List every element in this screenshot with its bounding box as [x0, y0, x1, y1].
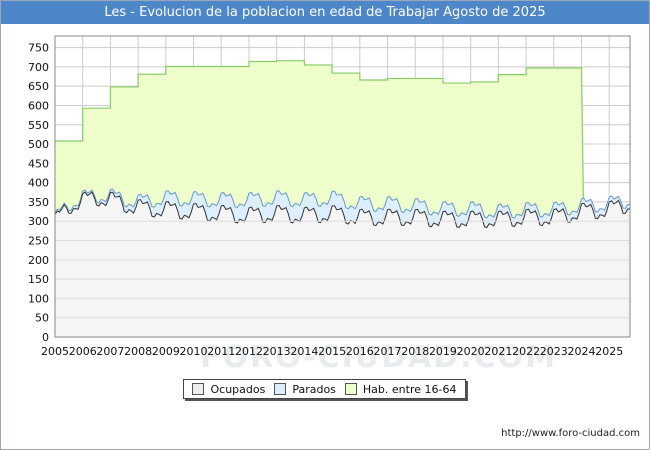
x-tick-label: 2011 — [207, 345, 235, 358]
x-tick-label: 2019 — [429, 345, 457, 358]
x-tick-label: 2005 — [41, 345, 69, 358]
x-tick-label: 2012 — [235, 345, 263, 358]
legend-swatch-hab — [344, 383, 357, 395]
legend-swatch-parados — [274, 383, 287, 395]
y-tick-label: 0 — [42, 331, 49, 344]
chart-legend: Ocupados Parados Hab. entre 16-64 — [183, 379, 466, 399]
y-tick-label: 600 — [28, 99, 49, 112]
legend-label-ocupados: Ocupados — [210, 382, 266, 396]
watermark: FORO-CIUDAD.COM — [200, 340, 557, 375]
x-tick-label: 2009 — [152, 345, 180, 358]
y-tick-label: 200 — [28, 254, 49, 267]
legend-item-hab: Hab. entre 16-64 — [344, 382, 457, 396]
x-tick-label: 2010 — [180, 345, 208, 358]
legend-label-hab: Hab. entre 16-64 — [362, 382, 457, 396]
y-tick-label: 650 — [28, 80, 49, 93]
x-tick-label: 2016 — [346, 345, 374, 358]
y-tick-label: 350 — [28, 196, 49, 209]
y-tick-label: 50 — [35, 312, 49, 325]
legend-swatch-ocupados — [192, 383, 205, 395]
x-tick-label: 2006 — [69, 345, 97, 358]
x-tick-label: 2020 — [457, 345, 485, 358]
footer-url[interactable]: http://www.foro-ciudad.com — [501, 428, 640, 439]
x-tick-label: 2007 — [96, 345, 124, 358]
plot-border — [54, 35, 631, 338]
x-tick-label: 2014 — [290, 345, 318, 358]
x-tick-label: 2024 — [568, 345, 596, 358]
x-tick-label: 2015 — [318, 345, 346, 358]
x-tick-label: 2013 — [263, 345, 291, 358]
y-tick-label: 100 — [28, 292, 49, 305]
legend-label-parados: Parados — [292, 382, 336, 396]
x-tick-label: 2017 — [374, 345, 402, 358]
hab-line — [55, 60, 585, 206]
x-tick-label: 2023 — [540, 345, 568, 358]
y-tick-label: 500 — [28, 138, 49, 151]
y-tick-label: 250 — [28, 235, 49, 248]
chart-title: Les - Evolucion de la poblacion en edad … — [1, 1, 649, 24]
y-tick-label: 750 — [28, 42, 49, 55]
y-tick-label: 400 — [28, 177, 49, 190]
ocupados-line — [54, 191, 631, 229]
x-tick-label: 2025 — [595, 345, 623, 358]
x-tick-label: 2022 — [512, 345, 540, 358]
parados-line — [54, 188, 631, 219]
x-tick-label: 2008 — [124, 345, 152, 358]
y-tick-label: 700 — [28, 61, 49, 74]
y-tick-label: 300 — [28, 215, 49, 228]
y-tick-label: 550 — [28, 119, 49, 132]
legend-item-ocupados: Ocupados — [192, 383, 265, 396]
x-tick-label: 2021 — [484, 345, 512, 358]
legend-item-parados: Parados — [274, 383, 336, 396]
x-tick-label: 2018 — [401, 345, 429, 358]
ocupados-area — [55, 192, 630, 337]
y-tick-label: 450 — [28, 157, 49, 170]
y-tick-label: 150 — [28, 273, 49, 286]
